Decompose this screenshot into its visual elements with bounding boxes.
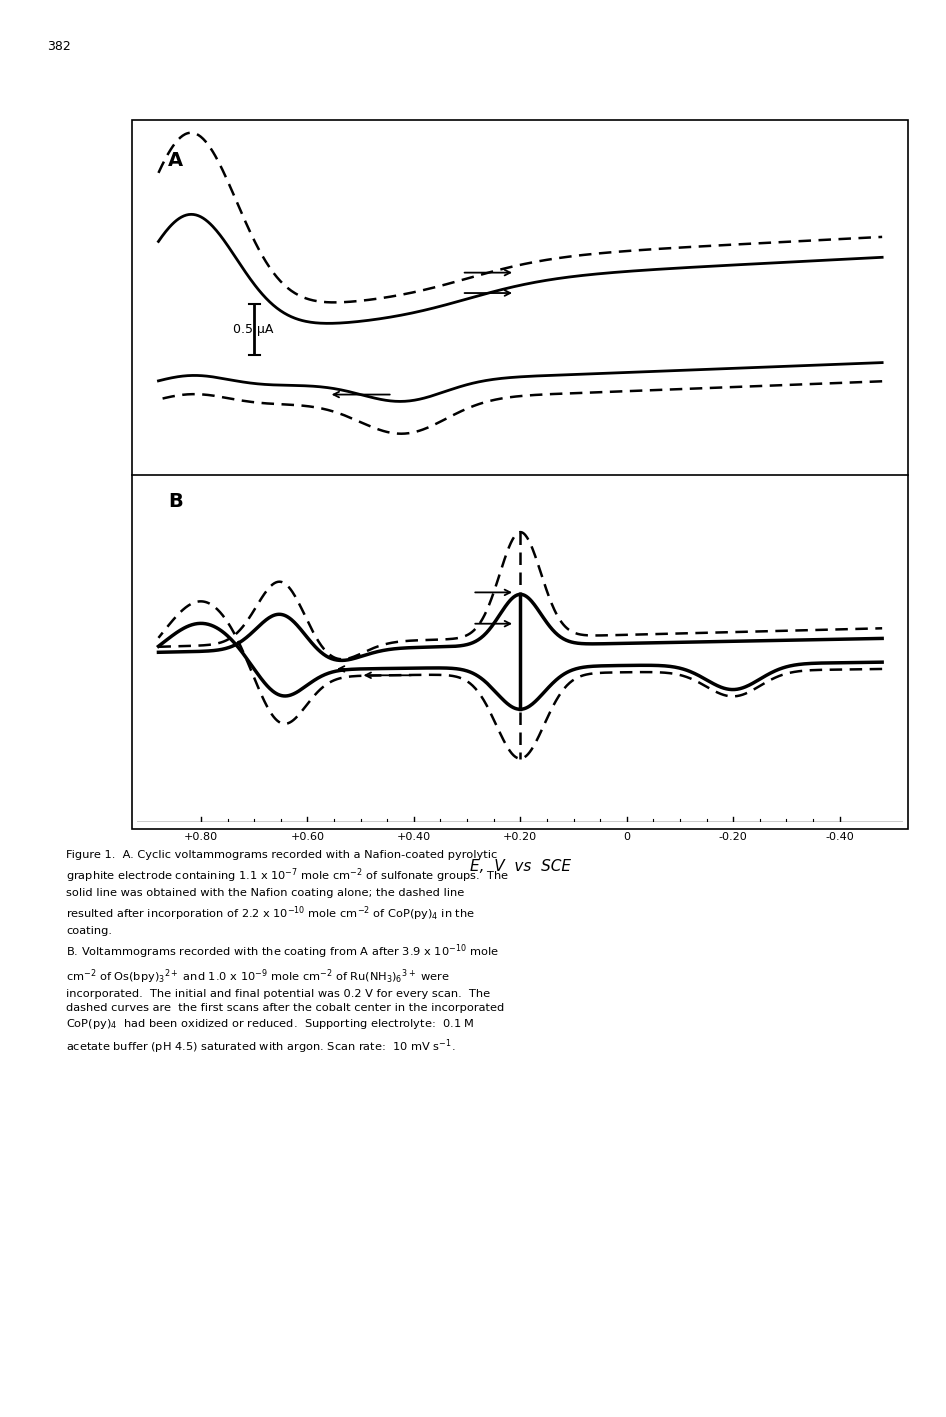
Text: +0.20: +0.20: [503, 832, 537, 842]
Text: +0.40: +0.40: [396, 832, 431, 842]
Text: -0.20: -0.20: [719, 832, 747, 842]
Text: B: B: [167, 492, 183, 512]
Text: A: A: [167, 152, 183, 170]
Text: 0: 0: [623, 832, 630, 842]
Text: 382: 382: [47, 40, 71, 52]
Text: +0.60: +0.60: [290, 832, 324, 842]
Text: Figure 1.  A. Cyclic voltammograms recorded with a Nafion-coated pyrolytic
graph: Figure 1. A. Cyclic voltammograms record…: [66, 850, 510, 1056]
Text: -0.40: -0.40: [825, 832, 854, 842]
Text: E,  V  vs  SCE: E, V vs SCE: [470, 859, 570, 874]
Text: +0.80: +0.80: [184, 832, 219, 842]
Text: 0.5 μA: 0.5 μA: [233, 323, 273, 336]
